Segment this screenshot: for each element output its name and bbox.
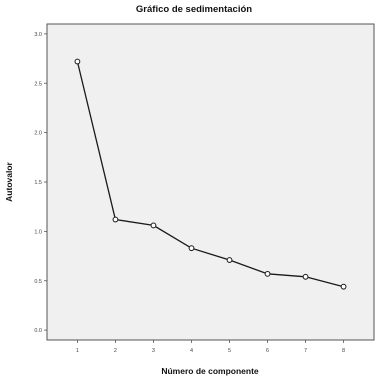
y-tick-label: 1.5	[34, 180, 42, 186]
chart-title: Gráfico de sedimentación	[136, 4, 252, 15]
data-point	[150, 222, 157, 229]
y-axis-label: Autovalor	[4, 161, 14, 201]
x-tick-label: 3	[152, 348, 155, 354]
x-tick-label: 6	[266, 348, 269, 354]
y-axis: 0.0 0.5 1.0 1.5 2.0 2.5 3.0	[34, 32, 47, 334]
data-point	[264, 270, 271, 277]
series-line	[76, 61, 344, 288]
x-tick-label: 8	[342, 348, 345, 354]
y-tick-label: 2.5	[34, 81, 42, 87]
x-tick-label: 7	[304, 348, 307, 354]
data-point	[112, 216, 119, 223]
x-axis: 1 2 3 4 5 6 7 8	[76, 340, 345, 354]
data-point	[74, 58, 81, 65]
y-tick-label: 0.0	[34, 328, 42, 334]
y-tick-label: 2.0	[34, 131, 42, 137]
y-tick-label: 3.0	[34, 32, 42, 38]
data-point	[340, 283, 347, 290]
x-tick-label: 2	[114, 348, 117, 354]
plot-area	[46, 23, 375, 341]
x-tick-label: 4	[190, 348, 193, 354]
x-axis-label: Número de componente	[161, 366, 259, 376]
data-point	[302, 273, 309, 280]
data-point	[226, 257, 233, 263]
x-tick-label: 5	[228, 348, 231, 354]
y-tick-label: 1.0	[34, 229, 42, 235]
data-markers	[74, 58, 347, 290]
x-tick-label: 1	[76, 348, 79, 354]
data-point	[188, 245, 195, 252]
y-tick-label: 0.5	[34, 279, 42, 285]
